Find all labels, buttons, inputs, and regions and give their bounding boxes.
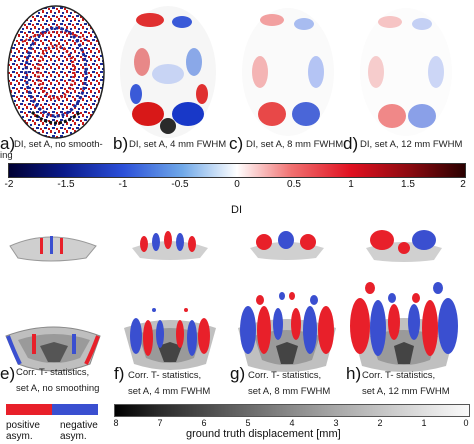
panel-b-brain-map: [120, 6, 216, 138]
panel-f-render: [124, 231, 216, 370]
negative-asym-label: negative asym.: [60, 420, 98, 442]
panel-c-letter: c): [229, 134, 244, 153]
panel-e-caption: Corr. T- statistics,: [16, 367, 90, 378]
gt-tick: 5: [245, 418, 251, 428]
panel-b-caption: DI, set A, 4 mm FWHM: [129, 139, 227, 150]
panel-g-render: [238, 231, 336, 372]
panel-f-caption-line2: set A, 4 mm FWHM: [128, 386, 211, 397]
panel-h-caption-line2: set A, 12 mm FWHM: [362, 386, 450, 397]
panel-b-letter: b): [113, 134, 129, 153]
di-colorbar-label: DI: [231, 204, 242, 216]
panel-d-caption: DI, set A, 12 mm FWHM: [360, 139, 463, 150]
panel-g-letter: g): [230, 364, 246, 383]
panel-h-letter: h): [346, 364, 362, 383]
di-tick: -0.5: [171, 179, 189, 190]
positive-asym-label: positive asym.: [6, 420, 40, 442]
gt-tick: 1: [421, 418, 427, 428]
di-tick: 0: [234, 179, 240, 190]
panel-a-caption-cont: ing: [0, 150, 13, 161]
panel-e-render: [5, 236, 101, 372]
panel-d-brain-map: [360, 8, 452, 136]
panel-c-brain-map: [242, 8, 334, 136]
panel-g-caption-line2: set A, 8 mm FWHM: [248, 386, 331, 397]
panel-a-brain-map: [7, 5, 105, 139]
di-tick: 0.5: [287, 179, 301, 190]
di-tick: 2: [460, 179, 466, 190]
panel-g-caption: Corr. T- statistics,: [248, 370, 322, 381]
negative-asym-swatch: [52, 404, 98, 415]
panel-d-letter: d): [343, 134, 359, 153]
panel-h-render: [350, 230, 458, 372]
panel-f-caption: Corr. T- statistics,: [128, 370, 202, 381]
panel-h-caption: Corr. T- statistics,: [362, 370, 436, 381]
di-tick: 1: [348, 179, 354, 190]
panel-f-letter: f): [114, 364, 125, 383]
di-tick: -1.5: [57, 179, 75, 190]
panel-e-letter: e): [0, 364, 16, 383]
gt-tick: 2: [377, 418, 383, 428]
panel-c-caption: DI, set A, 8 mm FWHM: [246, 139, 344, 150]
panel-a-caption: DI, set A, no smooth-: [14, 139, 103, 150]
panel-a-letter: a): [0, 134, 16, 153]
gt-tick: 8: [113, 418, 119, 428]
panel-e-caption-line2: set A, no smoothing: [16, 383, 100, 394]
di-tick: -1: [118, 179, 128, 190]
gt-tick: 3: [333, 418, 339, 428]
positive-asym-swatch: [6, 404, 52, 415]
gt-tick: 4: [289, 418, 295, 428]
gt-tick: 6: [201, 418, 207, 428]
di-colorbar: [8, 163, 466, 178]
ground-truth-label: ground truth displacement [mm]: [186, 428, 341, 440]
di-tick: -2: [4, 179, 14, 190]
ground-truth-colorbar: [114, 404, 470, 417]
gt-tick: 0: [463, 418, 469, 428]
di-tick: 1.5: [401, 179, 415, 190]
gt-tick: 7: [157, 418, 163, 428]
